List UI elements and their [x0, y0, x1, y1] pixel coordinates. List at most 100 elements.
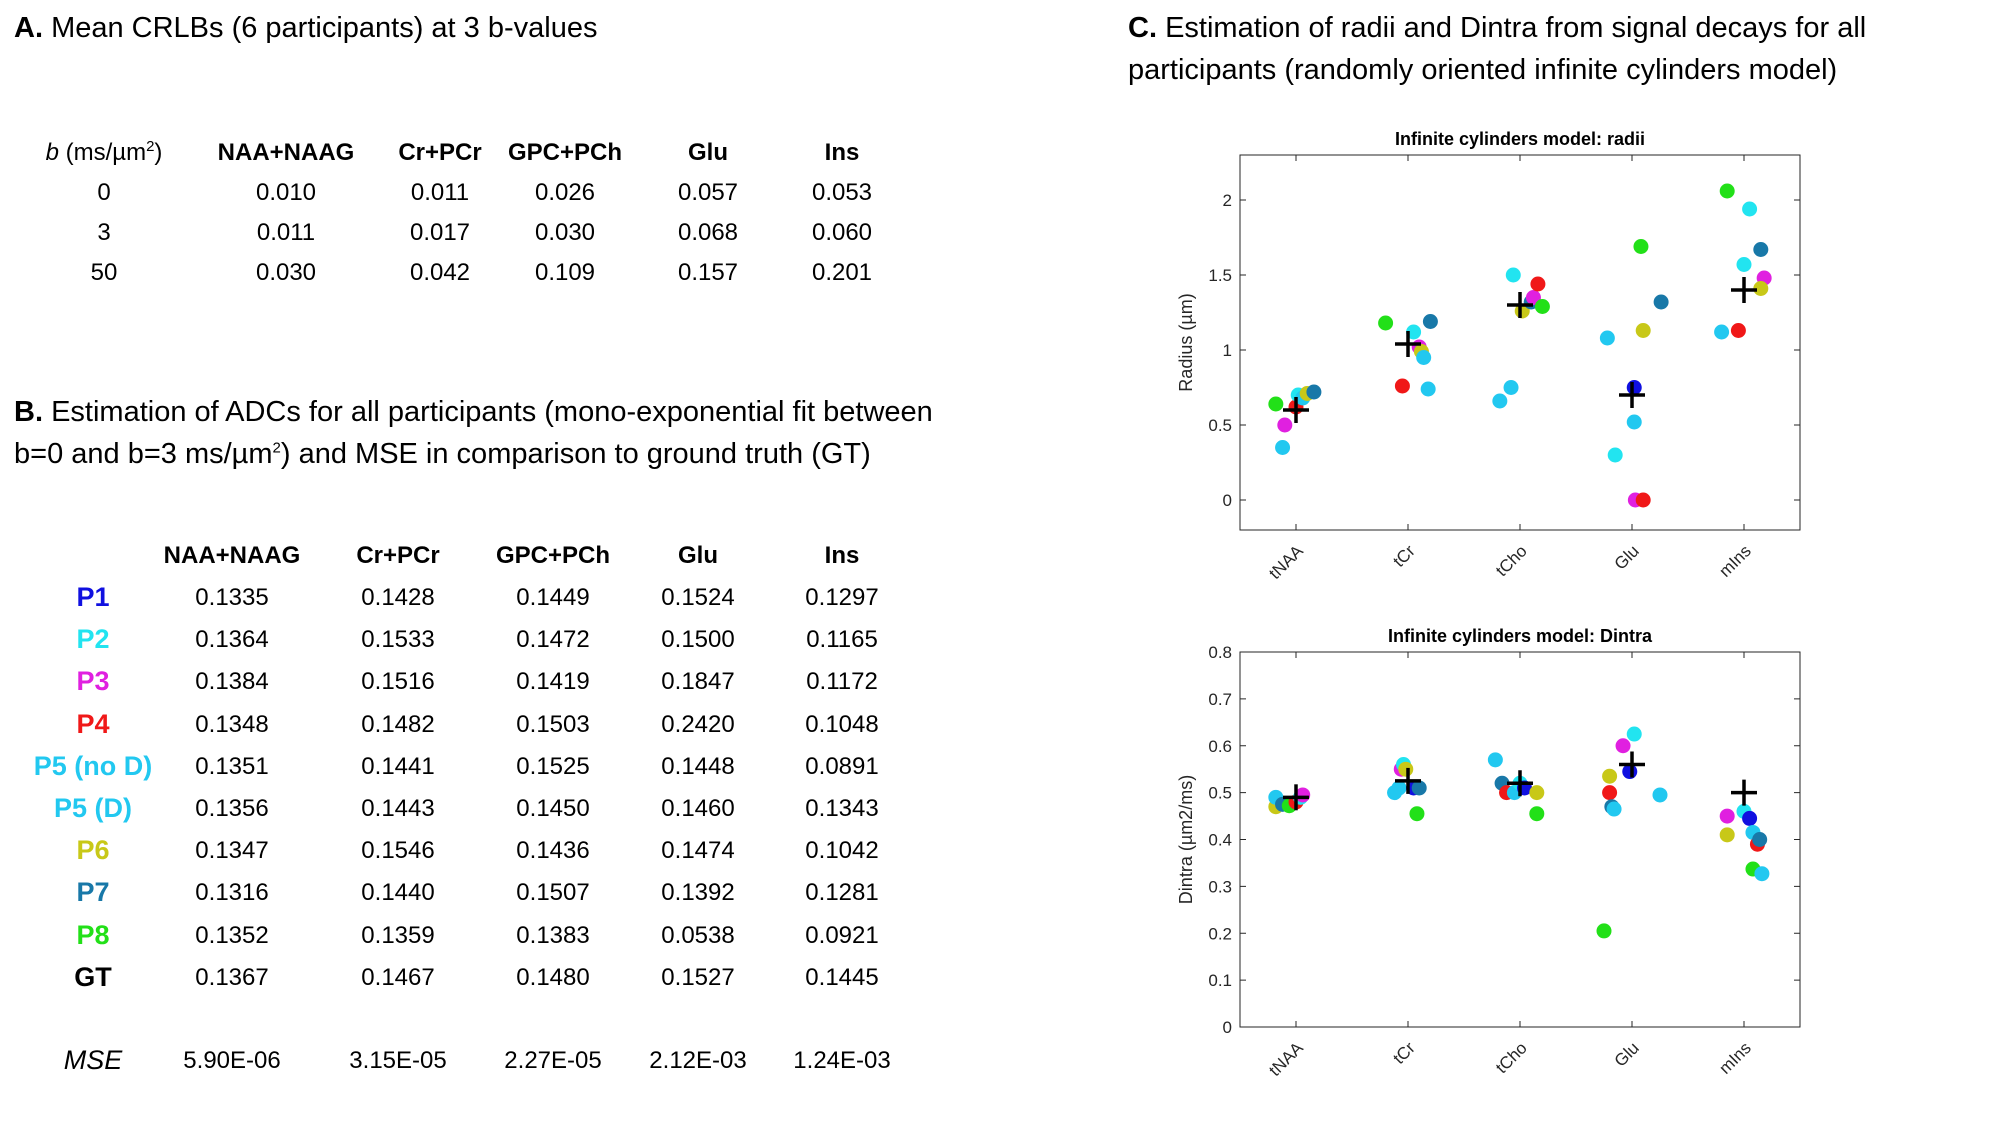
x-tick-label: mIns	[1715, 541, 1754, 580]
data-point	[1275, 440, 1291, 455]
adc-cell: 0.1042	[805, 837, 879, 865]
y-tick-label: 0.5	[1208, 784, 1232, 803]
adc-column-header: Glu	[678, 542, 718, 569]
chart-title: Infinite cylinders model: Dintra	[1388, 626, 1653, 646]
b-variable: b	[45, 139, 59, 166]
data-point	[1534, 299, 1550, 314]
adc-cell: 0.1172	[806, 668, 878, 696]
x-tick-label: Glu	[1611, 1038, 1643, 1070]
panel-a-heading: A. Mean CRLBs (6 participants) at 3 b-va…	[14, 8, 597, 48]
panel-b-title-line1: Estimation of ADCs for all participants …	[51, 396, 933, 428]
adc-cell: 0.1347	[195, 837, 269, 865]
data-point	[1742, 810, 1758, 826]
crlb-column-header: NAA+NAAG	[217, 139, 355, 166]
data-point	[1416, 350, 1432, 365]
data-point	[1599, 330, 1615, 346]
adc-cell: 0.1048	[805, 710, 879, 738]
plot-frame	[1239, 651, 1801, 1028]
data-point	[1622, 764, 1638, 780]
plot-frame	[1239, 154, 1801, 531]
data-point	[1406, 324, 1422, 340]
data-point	[1736, 257, 1752, 272]
data-point	[1409, 806, 1425, 822]
adc-column-header: Cr+PCr	[356, 542, 440, 569]
adc-cell: 0.1460	[661, 795, 735, 822]
adc-cell: 0.1384	[195, 668, 269, 696]
radii-chart-svg: Infinite cylinders model: radii 0 0.5 1 1.5 2…	[1176, 129, 1801, 583]
panel-c-letter: C.	[1128, 12, 1157, 44]
adc-cell: 0.2420	[661, 710, 735, 738]
data-point	[1626, 726, 1642, 742]
y-tick-label: 0.6	[1208, 737, 1232, 756]
panel-c-title-line1: Estimation of radii and Dintra from sign…	[1165, 12, 1867, 44]
data-point	[1277, 417, 1293, 433]
y-tick-label: 0.4	[1208, 831, 1232, 850]
data-point	[1306, 384, 1322, 400]
adc-cell: 0.1419	[516, 668, 590, 696]
adc-cell: 0.1441	[361, 752, 435, 780]
y-tick-label: 0	[1223, 1018, 1232, 1037]
crlb-cell: 0.017	[409, 219, 471, 246]
participant-label: P2	[76, 624, 110, 655]
dintra-chart-svg: Infinite cylinders model: Dintra 0 0.1 0.2 0…	[1176, 626, 1801, 1080]
b-units-exponent: 2	[146, 138, 155, 155]
adc-column-header: GPC+PCh	[495, 542, 611, 569]
panel-b-title-line2-b: ) and MSE in comparison to ground truth …	[280, 438, 871, 470]
crlb-cell: 0.030	[255, 259, 317, 286]
data-point	[1596, 923, 1612, 939]
adc-cell: 0.0921	[805, 921, 879, 949]
panel-c-heading-line2: participants (randomly oriented infinite…	[1128, 50, 1837, 90]
data-point	[1394, 378, 1410, 394]
x-tick-label: tCr	[1389, 1038, 1419, 1068]
participant-label: P3	[76, 666, 110, 697]
mse-cell: 3.15E-05	[349, 1047, 447, 1074]
data-point	[1754, 866, 1770, 882]
participant-label: P8	[76, 919, 110, 950]
participant-label: P4	[76, 708, 110, 739]
b-column-header: b (ms/µm2)	[46, 138, 163, 168]
data-point	[1411, 780, 1427, 796]
panel-c-title-line2: participants (randomly oriented infinite…	[1128, 54, 1838, 86]
y-tick-label: 2	[1223, 191, 1232, 210]
adc-cell: 0.1448	[661, 752, 735, 780]
panel-a-title: Mean CRLBs (6 participants) at 3 b-value…	[51, 12, 598, 44]
crlb-column-header: GPC+PCh	[507, 139, 623, 166]
crlb-b-value: 0	[97, 179, 111, 206]
adc-cell: 0.1392	[661, 879, 735, 907]
adc-cell: 0.1359	[361, 921, 435, 949]
adc-cell: 0.1343	[805, 795, 879, 822]
participant-label: P6	[76, 835, 110, 866]
adc-cell: 0.1474	[661, 837, 735, 865]
adc-cell: 0.1503	[516, 710, 590, 738]
participant-label: GT	[74, 961, 112, 992]
data-point	[1391, 780, 1407, 796]
y-tick-label: 0.1	[1208, 971, 1232, 990]
crlb-cell: 0.026	[534, 179, 596, 206]
data-point	[1505, 267, 1521, 283]
adc-cell: 0.1480	[516, 963, 590, 991]
crlb-cell: 0.042	[409, 259, 471, 286]
crlb-b-value: 50	[90, 259, 118, 286]
data-point	[1615, 738, 1631, 754]
x-tick-label: tCr	[1389, 541, 1419, 571]
adc-cell: 0.1316	[195, 879, 269, 907]
x-tick-label: mIns	[1715, 1038, 1754, 1077]
participant-label: P1	[76, 582, 110, 612]
adc-cell: 0.1383	[516, 921, 590, 949]
adc-cell: 0.1516	[361, 668, 435, 696]
mse-cell: 5.90E-06	[183, 1047, 281, 1074]
data-point	[1719, 183, 1735, 199]
data-point	[1730, 323, 1746, 338]
y-axis-label: Dintra (µm2/ms)	[1176, 775, 1196, 904]
adc-cell: 0.1428	[361, 584, 435, 611]
data-point	[1607, 447, 1623, 463]
b-units-close: )	[154, 139, 163, 166]
y-tick-label: 0.2	[1208, 924, 1232, 943]
adc-column-header: NAA+NAAG	[163, 542, 301, 569]
adc-cell: 0.1445	[805, 963, 879, 991]
adc-cell: 0.1533	[361, 626, 435, 654]
adc-cell: 0.1297	[805, 584, 879, 611]
adc-cell: 0.1443	[361, 795, 435, 822]
y-tick-label: 0.8	[1208, 643, 1232, 662]
crlb-cell: 0.011	[256, 219, 316, 246]
